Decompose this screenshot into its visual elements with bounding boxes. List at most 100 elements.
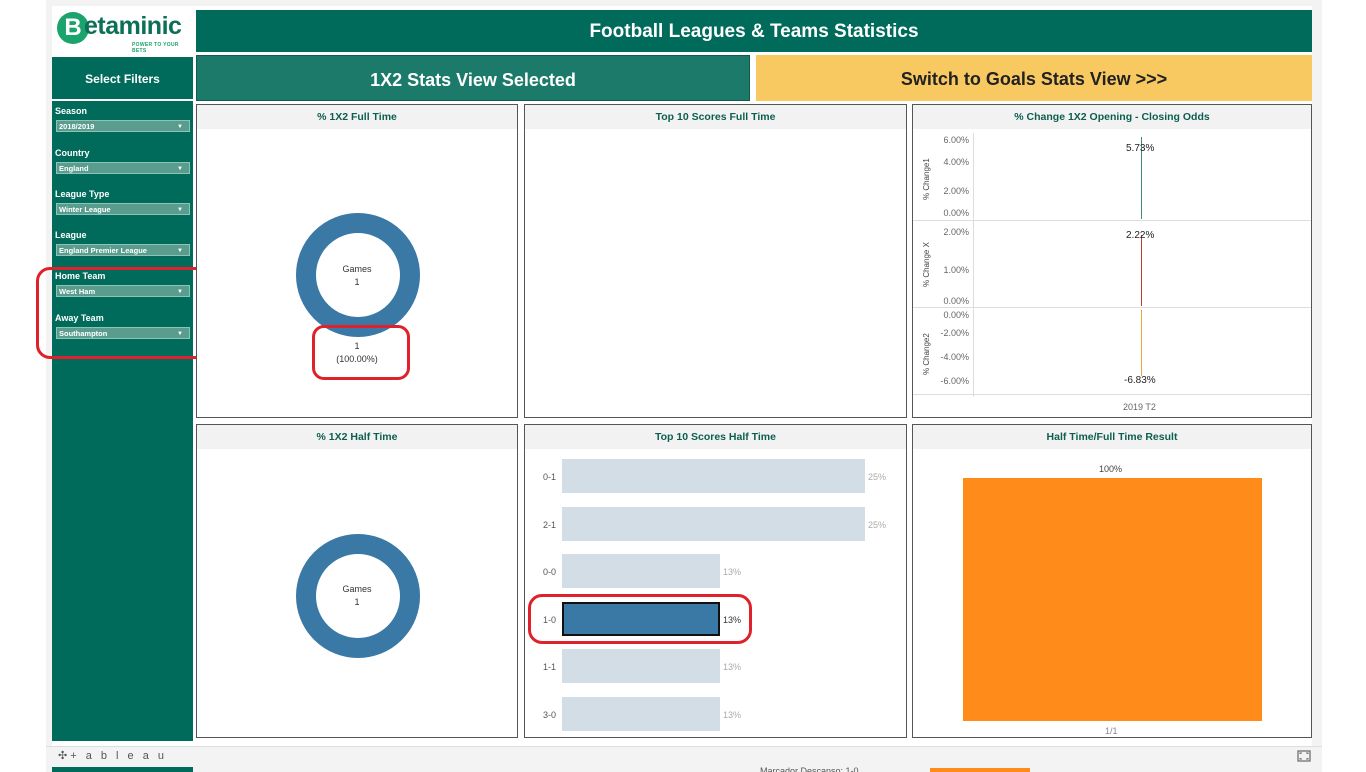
htft-bar[interactable]: [963, 478, 1262, 721]
score-bar[interactable]: [562, 601, 720, 636]
panel-htft-result: Half Time/Full Time Result 100% 1/1: [912, 424, 1312, 738]
data-label: 100%: [1099, 464, 1123, 474]
panel-top10-full-time: Top 10 Scores Full Time: [524, 104, 907, 418]
row-divider: [913, 394, 1311, 395]
data-label: 5.73%: [1126, 143, 1155, 154]
switch-goals-view-button[interactable]: Switch to Goals Stats View >>>: [756, 55, 1312, 101]
x-axis-label: 2019 T2: [1123, 402, 1156, 412]
donut-center-label: Games 1: [317, 263, 397, 289]
below-fold-bar: [930, 768, 1030, 772]
stats-1x2-selected-button[interactable]: 1X2 Stats View Selected: [196, 55, 750, 101]
away-team-label: Away Team: [55, 313, 104, 323]
score-pct-label: 25%: [868, 472, 887, 482]
league-label: League: [55, 230, 87, 240]
data-label: 2.22%: [1126, 230, 1155, 241]
tableau-wordmark: + a b l e a u: [70, 750, 168, 762]
panel-title: Half Time/Full Time Result: [913, 425, 1311, 449]
score-pct-label: 13%: [723, 614, 742, 625]
score-pct-label: 13%: [723, 662, 742, 672]
logo-tagline: POWER TO YOUR BETS: [132, 42, 179, 54]
tick-label: 4.00%: [943, 157, 969, 167]
row-divider: [913, 220, 1311, 221]
league-type-dropdown[interactable]: Winter League ▼: [56, 203, 190, 215]
score-label: 1-1: [543, 662, 557, 672]
odds-changex-bar[interactable]: [1141, 235, 1142, 306]
country-label: Country: [55, 148, 90, 158]
tick-label: -6.00%: [940, 376, 969, 386]
chevron-down-icon: ▼: [177, 207, 183, 213]
season-dropdown[interactable]: 2018/2019 ▼: [56, 120, 190, 132]
annotation-slice-label: [312, 325, 410, 380]
league-type-value: Winter League: [59, 205, 111, 214]
slice-percent: (100.00%): [336, 354, 378, 364]
chevron-down-icon: ▼: [177, 289, 183, 295]
tick-label: 0.00%: [943, 296, 969, 306]
odds-change2-bar[interactable]: [1141, 310, 1142, 376]
panel-title: % 1X2 Full Time: [197, 105, 517, 129]
score-label: 0-1: [543, 472, 557, 482]
fullscreen-icon[interactable]: [1297, 750, 1311, 762]
donut-center-title: Games: [342, 584, 372, 594]
country-dropdown[interactable]: England ▼: [56, 162, 190, 174]
tick-label: -4.00%: [940, 352, 969, 362]
slice-count: 1: [354, 341, 360, 351]
panel-title: % Change 1X2 Opening - Closing Odds: [913, 105, 1311, 129]
away-team-value: Southampton: [59, 329, 108, 338]
odds-change1-bar[interactable]: [1141, 137, 1142, 219]
panel-top10-half-time: Top 10 Scores Half Time 0-1 25% 2-1 25% 0-0 1…: [524, 424, 907, 738]
x-axis-label: 1/1: [1105, 726, 1118, 736]
home-team-label: Home Team: [55, 271, 106, 281]
tick-label: 0.00%: [943, 310, 969, 320]
filters-sidebar: Season 2018/2019 ▼ Country England ▼ Leagu…: [52, 101, 193, 741]
row-divider: [913, 307, 1311, 308]
score-bar[interactable]: [562, 649, 720, 683]
filters-heading: Select Filters: [52, 57, 193, 99]
tableau-plus-icon: ✣: [58, 750, 71, 762]
sidebar-continuation: [52, 767, 193, 772]
annotation-team-filters: [36, 267, 210, 359]
dashboard-title: Football Leagues & Teams Statistics: [196, 10, 1312, 52]
data-label: -6.83%: [1124, 375, 1156, 386]
season-label: Season: [55, 106, 88, 116]
donut-center-value: 1: [354, 597, 360, 607]
score-bar[interactable]: [562, 696, 720, 731]
tick-label: 1.00%: [943, 265, 969, 275]
season-value: 2018/2019: [59, 122, 95, 131]
tick-label: 6.00%: [943, 135, 969, 145]
panel-1x2-half-time: % 1X2 Half Time Games 1: [196, 424, 518, 738]
away-team-dropdown[interactable]: Southampton ▼: [56, 327, 190, 339]
chevron-down-icon: ▼: [177, 248, 183, 254]
score-pct-label: 13%: [723, 567, 742, 577]
panel-title: % 1X2 Half Time: [197, 425, 517, 449]
score-pct-label: 13%: [723, 709, 742, 720]
chevron-down-icon: ▼: [177, 124, 183, 130]
score-bar[interactable]: [562, 506, 865, 541]
league-type-label: League Type: [55, 189, 110, 199]
tick-label: 2.00%: [943, 227, 969, 237]
logo-wordmark: etaminic: [84, 12, 182, 40]
panel-title: Top 10 Scores Full Time: [525, 105, 906, 129]
donut-chart-half-time[interactable]: [295, 533, 421, 659]
donut-center-value: 1: [354, 277, 360, 287]
odds-plot-area: [973, 133, 1312, 397]
score-bar[interactable]: [562, 554, 720, 588]
score-pct-label: 25%: [868, 519, 887, 530]
score-bar[interactable]: [562, 459, 865, 493]
panel-title: Top 10 Scores Half Time: [525, 425, 906, 449]
panel-odds-change: % Change 1X2 Opening - Closing Odds % Ch…: [912, 104, 1312, 418]
league-dropdown[interactable]: England Premier League ▼: [56, 244, 190, 256]
donut-slice-label: 1 (100.00%): [317, 340, 397, 366]
panel-1x2-full-time: % 1X2 Full Time Games 1 1 (100.00%): [196, 104, 518, 418]
score-label: 0-0: [543, 567, 557, 577]
tick-label: 0.00%: [943, 208, 969, 218]
below-fold-text: Marcador Descanso: 1-0: [760, 766, 859, 772]
tableau-logo[interactable]: ✣+ a b l e a u: [58, 749, 167, 762]
donut-center-label: Games 1: [317, 583, 397, 609]
tick-label: 2.00%: [943, 186, 969, 196]
donut-center-title: Games: [342, 264, 372, 274]
chevron-down-icon: ▼: [177, 331, 183, 337]
logo-ball-icon: B: [57, 12, 89, 44]
home-team-dropdown[interactable]: West Ham ▼: [56, 285, 190, 297]
chevron-down-icon: ▼: [177, 166, 183, 172]
league-value: England Premier League: [59, 246, 147, 255]
